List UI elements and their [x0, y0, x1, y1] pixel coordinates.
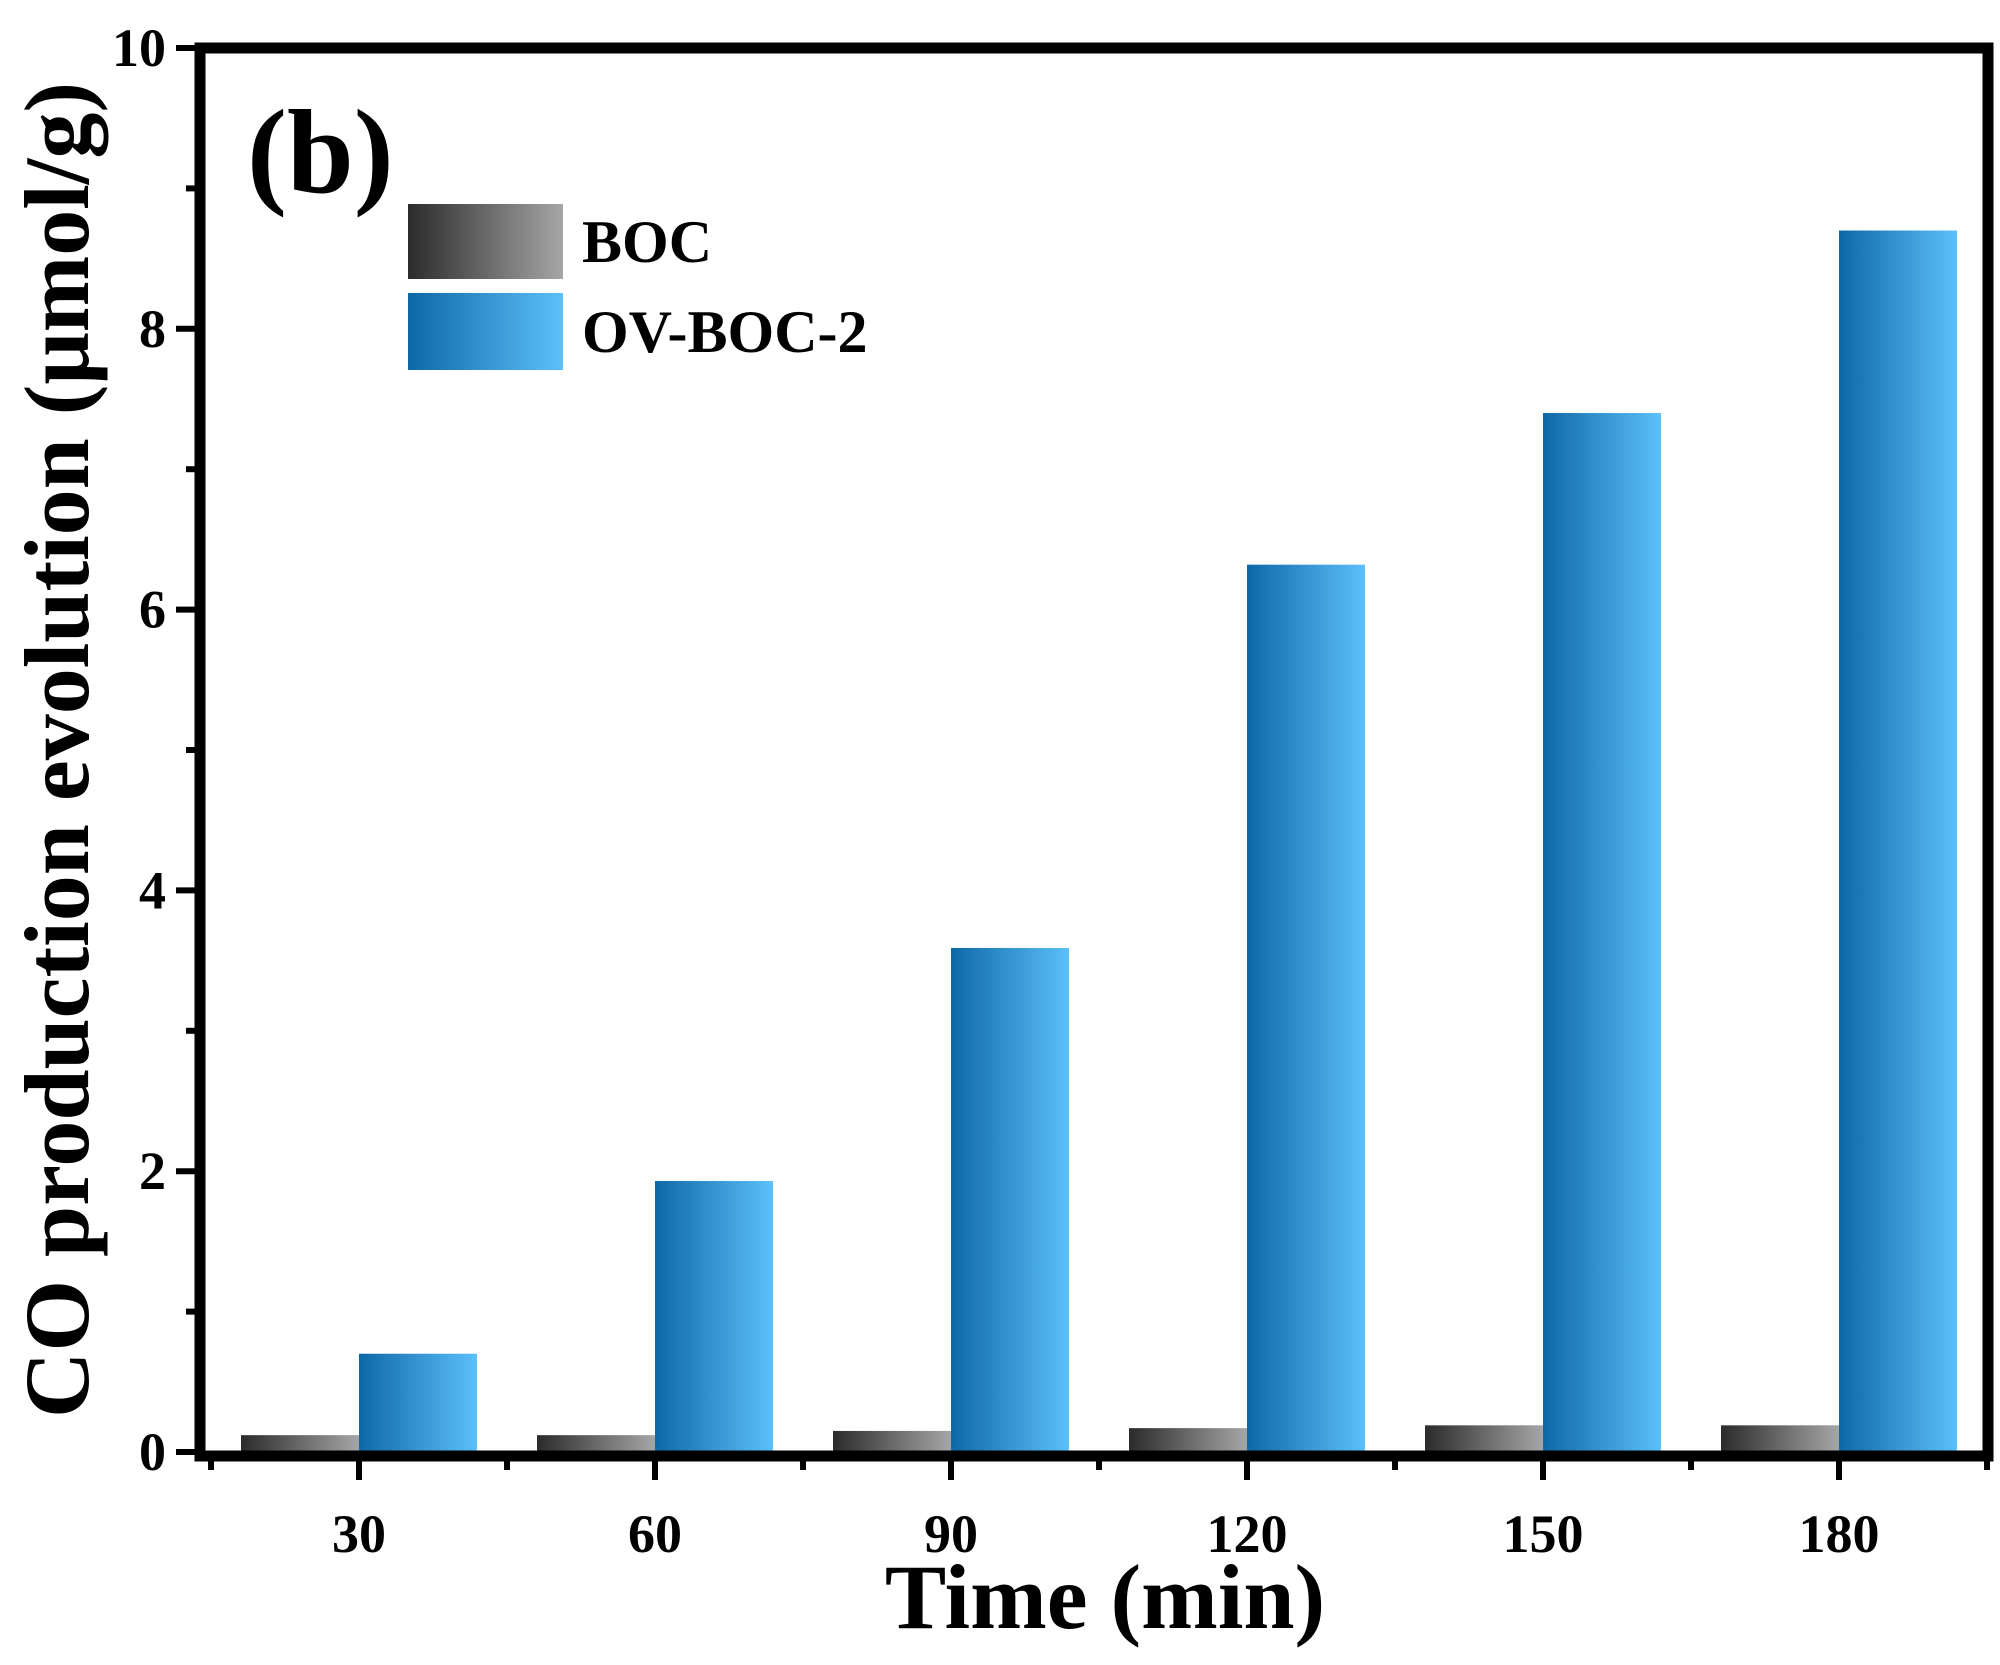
bars-group	[241, 230, 1957, 1452]
x-tick-label: 30	[332, 1504, 386, 1564]
bar-ov-boc-2-180	[1839, 230, 1957, 1452]
legend: BOC OV-BOC-2	[408, 204, 868, 370]
bar-ov-boc-2-30	[359, 1353, 477, 1452]
legend-swatch-boc	[408, 204, 563, 279]
x-tick-label: 60	[628, 1504, 682, 1564]
y-axis-ticks: 0 2 4 6 8 10	[112, 18, 200, 1482]
bar-boc-60	[537, 1435, 655, 1452]
bar-boc-120	[1129, 1428, 1247, 1452]
bar-boc-180	[1721, 1425, 1839, 1452]
x-axis-title: Time (min)	[885, 1546, 1325, 1648]
x-tick-label: 180	[1799, 1504, 1880, 1564]
x-tick-label: 150	[1503, 1504, 1584, 1564]
y-tick-label: 0	[139, 1422, 166, 1482]
y-tick-label: 6	[139, 580, 166, 640]
bar-boc-90	[833, 1430, 951, 1452]
x-tick-label: 90	[924, 1504, 978, 1564]
y-tick-label: 8	[139, 299, 166, 359]
bar-ov-boc-2-90	[951, 947, 1069, 1452]
x-axis-ticks: 30 60 90 120 150 180	[208, 1456, 1990, 1564]
bar-ov-boc-2-60	[655, 1181, 773, 1452]
bar-boc-150	[1425, 1425, 1543, 1452]
y-axis-title: CO production evolution (μmol/g)	[6, 82, 108, 1418]
legend-label-boc: BOC	[582, 209, 712, 275]
legend-swatch-ov-boc-2	[408, 293, 563, 370]
bar-ov-boc-2-150	[1543, 413, 1661, 1452]
bar-boc-30	[241, 1435, 359, 1452]
panel-label: (b)	[247, 85, 394, 218]
y-tick-label: 2	[139, 1141, 166, 1201]
x-tick-label: 120	[1207, 1504, 1288, 1564]
y-tick-label: 4	[139, 860, 166, 920]
bar-ov-boc-2-120	[1247, 564, 1365, 1452]
legend-label-ov-boc-2: OV-BOC-2	[582, 299, 868, 365]
y-tick-label: 10	[112, 18, 166, 78]
